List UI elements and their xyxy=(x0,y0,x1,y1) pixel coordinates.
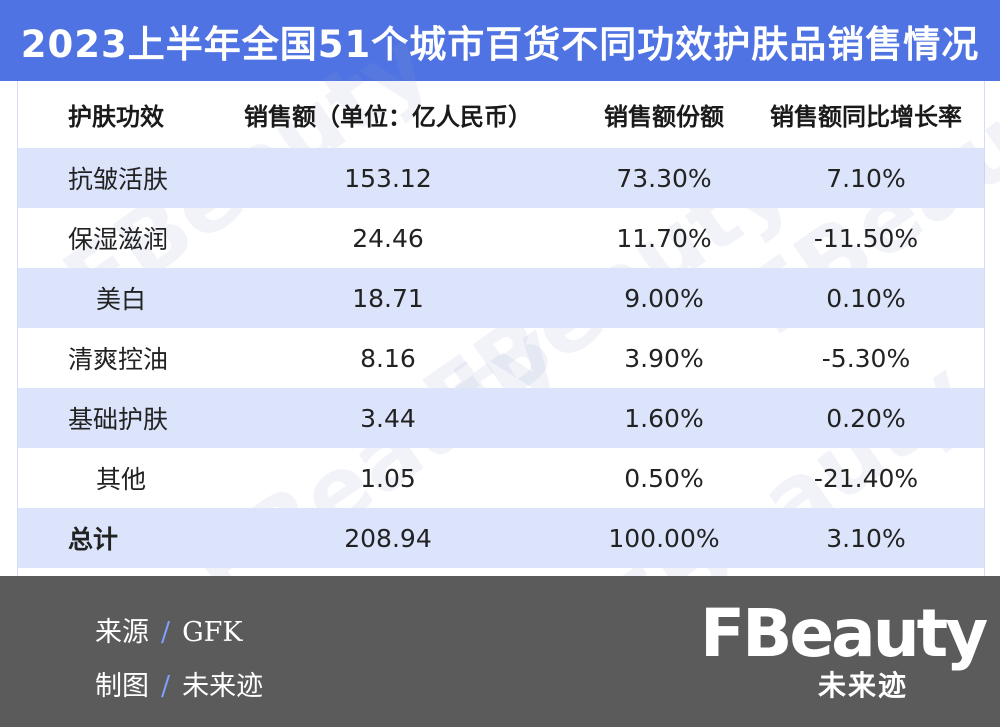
header-cell: 销售额份额 xyxy=(604,102,724,131)
chart-value: 未来迹 xyxy=(182,671,264,702)
row-label: 抗皱活肤 xyxy=(68,165,169,194)
growth-cell: 7.10% xyxy=(826,163,906,193)
growth-cell: 0.20% xyxy=(826,403,906,433)
sales-cell: 24.46 xyxy=(352,223,424,253)
data-table: FBeauty FBeauty FBeauty FBeauty FBeauty … xyxy=(17,11,1000,666)
share-cell: 3.90% xyxy=(624,343,704,373)
growth-cell: -5.30% xyxy=(821,343,911,373)
sales-cell: 18.71 xyxy=(352,283,424,313)
source-line: 来源 / GFK xyxy=(95,610,243,649)
table-row: 美白 18.71 9.00% 0.10% xyxy=(18,268,984,328)
row-label: 美白 xyxy=(96,285,147,314)
header-cell: 护肤功效 xyxy=(68,102,164,131)
source-label: 来源 xyxy=(95,617,149,648)
logo-chinese: 未来迹 xyxy=(818,669,909,702)
source-value: GFK xyxy=(182,617,243,648)
sales-cell: 3.44 xyxy=(360,403,416,433)
fbeauty-logo: FBeauty 未来迹 xyxy=(700,594,988,714)
share-cell: 73.30% xyxy=(616,163,712,193)
sales-cell: 153.12 xyxy=(344,163,432,193)
sales-cell: 208.94 xyxy=(344,523,432,553)
table-row: 基础护肤 3.44 1.60% 0.20% xyxy=(18,388,984,448)
chart-label: 制图 xyxy=(95,671,149,702)
growth-cell: 0.10% xyxy=(826,283,906,313)
header-cell: 销售额（单位：亿人民币） xyxy=(244,102,532,131)
row-label: 总计 xyxy=(68,525,119,554)
growth-cell: -21.40% xyxy=(813,463,919,493)
footer: 来源 / GFK 制图 / 未来迹 FBeauty 未来迹 xyxy=(0,576,1000,727)
share-cell: 9.00% xyxy=(624,283,704,313)
sales-cell: 1.05 xyxy=(360,463,416,493)
table-total-row: 总计 208.94 100.00% 3.10% xyxy=(18,508,984,568)
logo-wordmark: FBeauty xyxy=(700,595,988,672)
separator: / xyxy=(161,617,171,648)
share-cell: 100.00% xyxy=(608,523,720,553)
row-label: 保湿滋润 xyxy=(68,225,169,254)
share-cell: 0.50% xyxy=(624,463,704,493)
table-row: 其他 1.05 0.50% -21.40% xyxy=(18,448,984,508)
growth-cell: 3.10% xyxy=(826,523,906,553)
growth-cell: -11.50% xyxy=(813,223,919,253)
separator: / xyxy=(161,671,171,702)
header-cell: 销售额同比增长率 xyxy=(770,102,962,131)
row-label: 其他 xyxy=(96,465,147,494)
share-cell: 1.60% xyxy=(624,403,704,433)
sales-cell: 8.16 xyxy=(360,343,416,373)
chart-credit-line: 制图 / 未来迹 xyxy=(95,664,263,703)
row-label: 基础护肤 xyxy=(68,405,169,434)
table-header-row: 护肤功效 销售额（单位：亿人民币） 销售额份额 销售额同比增长率 xyxy=(18,84,984,144)
table-row: 保湿滋润 24.46 11.70% -11.50% xyxy=(18,208,984,268)
table-row: 清爽控油 8.16 3.90% -5.30% xyxy=(18,328,984,388)
title-bar: 2023上半年全国51个城市百货不同功效护肤品销售情况 xyxy=(0,0,1000,81)
table-row: 抗皱活肤 153.12 73.30% 7.10% xyxy=(18,148,984,208)
row-label: 清爽控油 xyxy=(68,345,169,374)
share-cell: 11.70% xyxy=(616,223,712,253)
page-title: 2023上半年全国51个城市百货不同功效护肤品销售情况 xyxy=(20,22,980,66)
